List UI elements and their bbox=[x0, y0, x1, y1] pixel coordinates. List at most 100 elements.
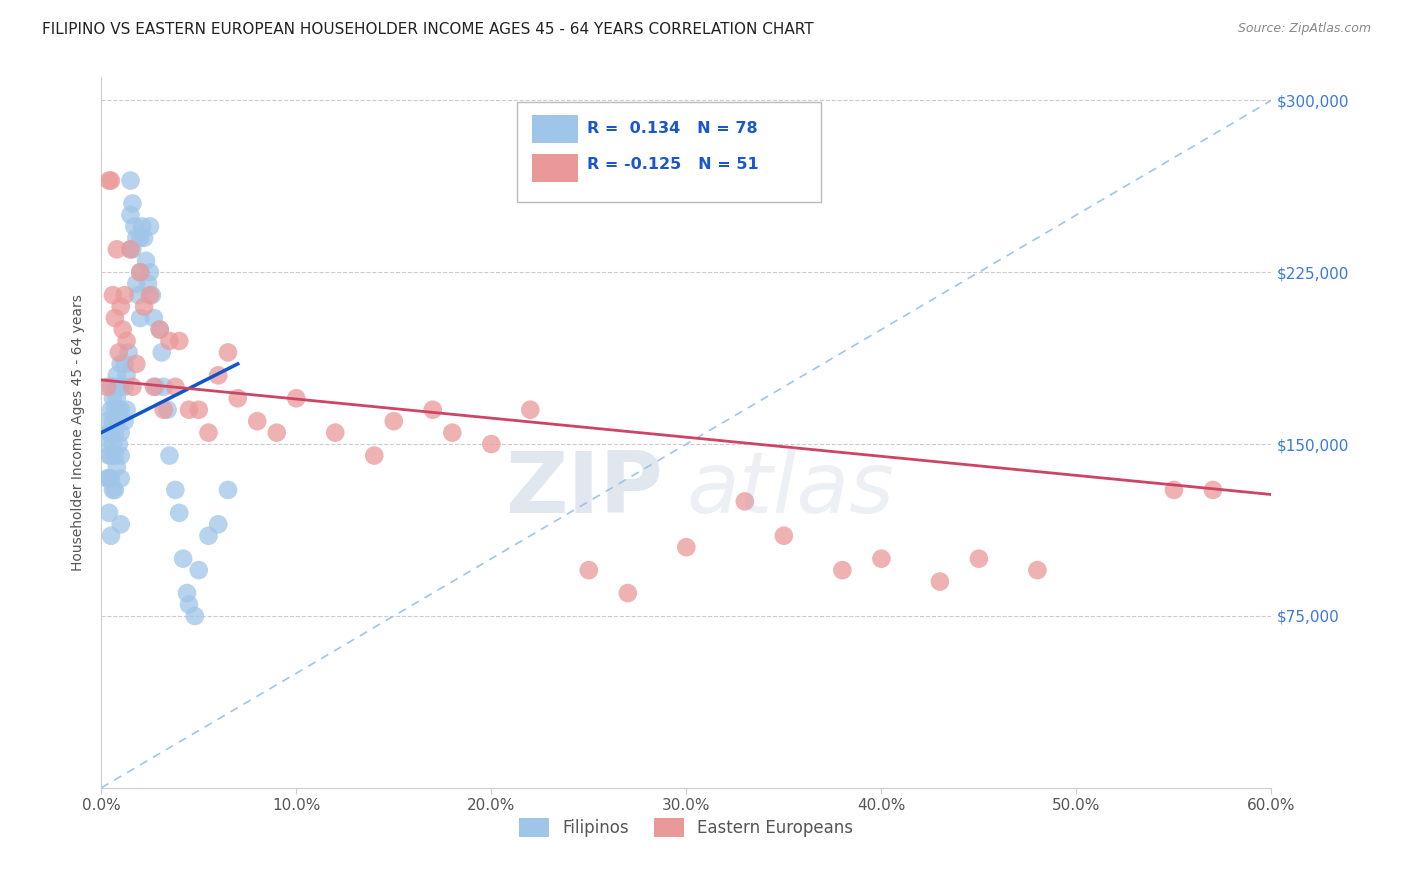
Point bbox=[129, 265, 152, 279]
Point bbox=[115, 334, 138, 348]
Point bbox=[100, 402, 122, 417]
Point bbox=[136, 277, 159, 291]
Point bbox=[156, 402, 179, 417]
Point bbox=[675, 540, 697, 554]
Point bbox=[105, 391, 128, 405]
Point bbox=[145, 380, 167, 394]
Point bbox=[134, 300, 156, 314]
Point bbox=[197, 425, 219, 440]
Point bbox=[124, 219, 146, 234]
Text: Source: ZipAtlas.com: Source: ZipAtlas.com bbox=[1237, 22, 1371, 36]
Point bbox=[141, 288, 163, 302]
Point bbox=[176, 586, 198, 600]
Point bbox=[127, 288, 149, 302]
Point bbox=[172, 551, 194, 566]
Point bbox=[100, 529, 122, 543]
Point bbox=[870, 551, 893, 566]
Point bbox=[120, 208, 142, 222]
Point bbox=[131, 219, 153, 234]
Point bbox=[96, 471, 118, 485]
Point bbox=[110, 402, 132, 417]
Point bbox=[139, 265, 162, 279]
Point bbox=[159, 334, 181, 348]
Point bbox=[125, 231, 148, 245]
Point bbox=[177, 402, 200, 417]
Point bbox=[104, 483, 127, 497]
Point bbox=[105, 460, 128, 475]
Point bbox=[928, 574, 950, 589]
Point bbox=[207, 517, 229, 532]
Point bbox=[120, 242, 142, 256]
Point bbox=[167, 506, 190, 520]
Point bbox=[110, 300, 132, 314]
Point bbox=[1026, 563, 1049, 577]
Point bbox=[107, 402, 129, 417]
Point bbox=[159, 449, 181, 463]
Point bbox=[105, 414, 128, 428]
Point bbox=[149, 322, 172, 336]
Point bbox=[266, 425, 288, 440]
Point bbox=[114, 288, 136, 302]
Point bbox=[104, 449, 127, 463]
Point bbox=[105, 242, 128, 256]
Point bbox=[121, 242, 143, 256]
Point bbox=[114, 414, 136, 428]
Point bbox=[121, 380, 143, 394]
Text: R =  0.134   N = 78: R = 0.134 N = 78 bbox=[586, 121, 758, 136]
Point bbox=[1163, 483, 1185, 497]
Point bbox=[134, 231, 156, 245]
Point bbox=[101, 391, 124, 405]
Point bbox=[167, 334, 190, 348]
Point bbox=[184, 609, 207, 624]
Point bbox=[96, 414, 118, 428]
Point bbox=[519, 402, 541, 417]
Point bbox=[101, 437, 124, 451]
Point bbox=[382, 414, 405, 428]
Point bbox=[422, 402, 444, 417]
Point bbox=[100, 425, 122, 440]
FancyBboxPatch shape bbox=[531, 115, 578, 143]
Point bbox=[101, 288, 124, 302]
Point bbox=[104, 311, 127, 326]
Text: R = -0.125   N = 51: R = -0.125 N = 51 bbox=[586, 157, 758, 171]
Point bbox=[734, 494, 756, 508]
Point bbox=[142, 380, 165, 394]
Point bbox=[96, 437, 118, 451]
Point bbox=[578, 563, 600, 577]
Point bbox=[107, 345, 129, 359]
Point bbox=[285, 391, 308, 405]
Point bbox=[152, 402, 174, 417]
Point bbox=[100, 173, 122, 187]
Point bbox=[104, 402, 127, 417]
Point bbox=[150, 345, 173, 359]
Point bbox=[129, 265, 152, 279]
Point bbox=[125, 357, 148, 371]
Point bbox=[139, 288, 162, 302]
Point bbox=[129, 231, 152, 245]
Point bbox=[217, 483, 239, 497]
Point bbox=[105, 368, 128, 383]
Point bbox=[323, 425, 346, 440]
Point bbox=[110, 425, 132, 440]
Point bbox=[152, 380, 174, 394]
Point bbox=[104, 380, 127, 394]
Point bbox=[111, 322, 134, 336]
Point bbox=[441, 425, 464, 440]
Point bbox=[110, 449, 132, 463]
Point bbox=[139, 219, 162, 234]
Point bbox=[100, 471, 122, 485]
Point bbox=[165, 380, 187, 394]
Point bbox=[187, 563, 209, 577]
Point bbox=[120, 173, 142, 187]
Point bbox=[110, 517, 132, 532]
Point bbox=[246, 414, 269, 428]
Point bbox=[114, 357, 136, 371]
Point bbox=[110, 380, 132, 394]
Point bbox=[101, 483, 124, 497]
Point bbox=[98, 173, 121, 187]
Point bbox=[96, 380, 118, 394]
Point bbox=[479, 437, 502, 451]
Point bbox=[104, 425, 127, 440]
Point bbox=[967, 551, 990, 566]
Point bbox=[120, 242, 142, 256]
